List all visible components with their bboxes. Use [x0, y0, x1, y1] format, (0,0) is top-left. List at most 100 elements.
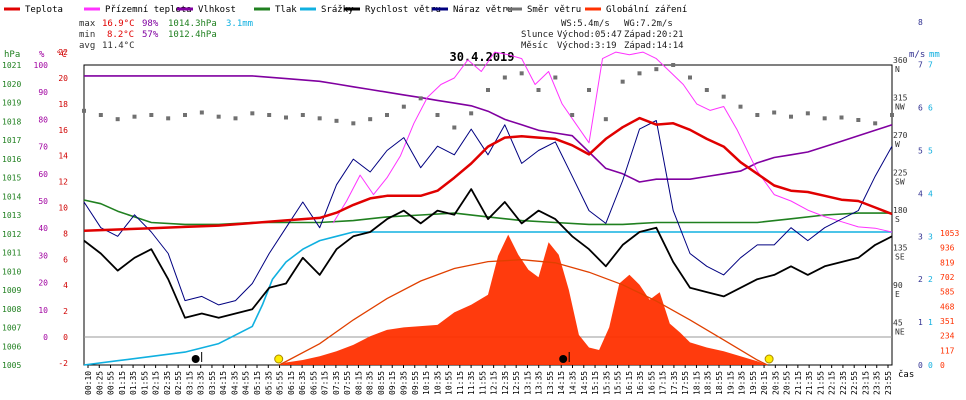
wind-direction-point — [587, 88, 591, 92]
x-tick-label: 21:55 — [816, 371, 825, 395]
stats-min-hum: 57% — [142, 30, 159, 40]
wind-direction-point — [755, 113, 760, 117]
x-tick-label: 01:55 — [140, 371, 149, 395]
wind-direction-point — [772, 110, 777, 115]
x-tick-label: 22:15 — [828, 371, 837, 395]
wind-direction-point — [82, 108, 86, 113]
wind-direction-point — [469, 111, 474, 116]
x-tick-label: 11:35 — [467, 371, 476, 395]
moon-label: Měsíc — [521, 41, 548, 51]
axis-units: hPa % °C m/s mm čas — [4, 50, 940, 380]
moonset-marker — [559, 355, 568, 363]
pressure-tick-label: 1016 — [2, 155, 21, 164]
stats-min-press: 1012.4hPa — [168, 30, 217, 40]
temperature-tick-label: 22 — [58, 48, 68, 57]
wind-tick-label: 5 — [918, 147, 923, 156]
axes: 1021102010191018101710161015101410131012… — [2, 18, 959, 370]
pressure-tick-label: 1011 — [2, 249, 21, 258]
wind-direction-point — [368, 117, 373, 122]
wind-direction-point — [98, 113, 103, 117]
x-tick-label: 12:15 — [490, 371, 499, 395]
temperature-tick-label: 0 — [63, 333, 68, 342]
wind-direction-point — [570, 113, 575, 117]
legend-label-rain: Srážky — [321, 5, 354, 15]
direction-tick-label: 315 — [893, 94, 908, 103]
direction-tick-label: 270 — [893, 131, 908, 140]
x-tick-label: 14:55 — [580, 371, 589, 395]
pressure-tick-label: 1014 — [2, 192, 21, 201]
wind-direction-point — [267, 113, 272, 117]
wind-tick-label: 7 — [918, 61, 923, 70]
direction-tick-label: 180 — [893, 206, 908, 215]
wind-direction-point — [721, 94, 726, 99]
radiation-layer — [84, 234, 892, 366]
wind-tick-label: 2 — [918, 275, 923, 284]
x-tick-label: 16:35 — [636, 371, 645, 395]
humidity-tick-label: 80 — [38, 115, 48, 124]
wind-direction-point — [351, 121, 356, 126]
wind-ws: WS:5.4m/s — [561, 19, 610, 29]
wind-direction-point — [856, 118, 861, 122]
x-tick-label: 10:35 — [433, 371, 442, 395]
sunset-marker — [764, 354, 774, 364]
stats-min-temp: 8.2°C — [107, 30, 134, 40]
pressure-tick-label: 1006 — [2, 342, 21, 351]
series-line-rain — [83, 231, 892, 366]
moon-set: Západ:14:14 — [624, 41, 684, 51]
rain-tick-label: 0 — [928, 361, 933, 370]
humidity-tick-label: 90 — [38, 88, 48, 97]
stats-min-label: min — [79, 30, 95, 40]
wind-direction-point — [822, 116, 827, 121]
temperature-tick-label: 6 — [63, 255, 68, 264]
series-line-wind_gust — [83, 120, 893, 306]
series-line-pressure — [83, 199, 892, 226]
sun-label: Slunce — [521, 30, 554, 40]
x-tick-label: 04:35 — [230, 371, 239, 395]
x-tick-label: 03:15 — [185, 371, 194, 395]
x-tick-label: 01:35 — [129, 371, 138, 395]
radiation-tick-label: 702 — [940, 273, 955, 282]
humidity-tick-label: 10 — [38, 306, 48, 315]
rain-tick-label: 1 — [928, 318, 933, 327]
wind-direction-point — [704, 88, 709, 92]
x-tick-label: 02:35 — [163, 371, 172, 395]
unit-degc: °C — [56, 50, 67, 60]
x-tick-label: 23:15 — [861, 371, 870, 395]
legend-label-wind_speed: Rychlost větru — [365, 5, 441, 15]
x-tick-label: 10:55 — [445, 371, 454, 395]
x-tick-label: 05:15 — [253, 371, 262, 395]
direction-tick-label: 135 — [893, 244, 908, 253]
x-tick-label: 17:55 — [681, 371, 690, 395]
series-line-temperature — [83, 116, 893, 233]
x-tick-label: 09:55 — [411, 371, 420, 395]
sunrise-marker — [274, 354, 284, 364]
x-tick-label: 14:35 — [569, 371, 578, 395]
x-tick-label: 16:55 — [647, 371, 656, 395]
rain-tick-label: 6 — [928, 104, 933, 113]
x-tick-label: 01:15 — [118, 371, 127, 395]
stats-max-temp: 16.9°C — [102, 19, 135, 29]
direction-tick-label: 45 — [893, 319, 903, 328]
unit-hpa: hPa — [4, 50, 20, 60]
pressure-tick-label: 1005 — [2, 361, 21, 370]
legend-label-pressure: Tlak — [275, 5, 297, 15]
humidity-tick-label: 100 — [34, 61, 49, 70]
x-tick-label: 21:35 — [805, 371, 814, 395]
stats-rain-total: 3.1mm — [226, 19, 253, 29]
x-tick-label: 17:15 — [659, 371, 668, 395]
radiation-tick-label: 936 — [940, 244, 955, 253]
x-tick-label: 21:15 — [794, 371, 803, 395]
temperature-tick-label: 8 — [63, 229, 68, 238]
stats-avg-temp: 11.4°C — [102, 41, 135, 51]
temperature-tick-label: 18 — [58, 100, 68, 109]
temperature-tick-label: 10 — [58, 204, 68, 213]
pressure-tick-label: 1021 — [2, 61, 21, 70]
series-line-humidity — [84, 75, 893, 183]
moon-rise: Východ:3:19 — [557, 41, 617, 51]
pressure-tick-label: 1019 — [2, 99, 21, 108]
chart-title: 30.4.2019 — [449, 50, 514, 64]
humidity-tick-label: 70 — [38, 143, 48, 152]
x-tick-label: 07:15 — [321, 371, 330, 395]
direction-tick-label: SW — [895, 178, 905, 187]
wind-direction-point — [250, 111, 255, 116]
